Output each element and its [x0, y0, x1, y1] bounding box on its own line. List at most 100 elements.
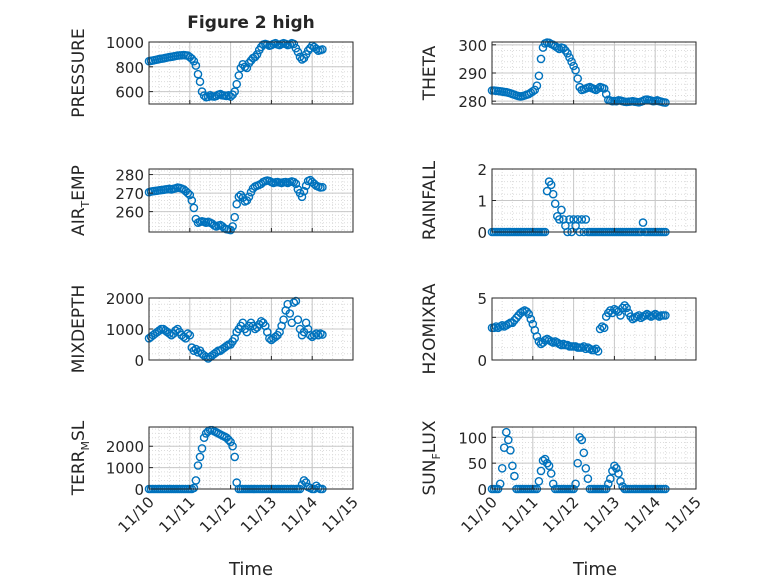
data-point — [234, 71, 244, 80]
data-point — [571, 479, 580, 489]
y-label-subscript: M — [79, 441, 92, 451]
data-point — [548, 189, 558, 199]
data-point — [279, 315, 288, 325]
y-axis-label: PRESSURE — [69, 28, 89, 117]
data-point — [610, 461, 619, 471]
data-point — [293, 47, 303, 57]
data-point — [591, 344, 601, 354]
axes-box — [491, 426, 697, 490]
y-tick-label: 1000 — [106, 321, 144, 339]
x-tick-label: 11/14 — [278, 493, 321, 536]
data-point — [616, 476, 625, 486]
data-point — [510, 471, 519, 481]
y-tick-label: 0 — [134, 352, 144, 370]
data-point — [193, 461, 203, 470]
data-point — [228, 222, 237, 231]
y-tick-label: 0 — [134, 481, 144, 499]
y-tick-label: 2000 — [106, 438, 144, 456]
data-point — [563, 340, 572, 350]
series-markers — [487, 301, 670, 356]
subplot-theta: 280 290 300 THETA — [420, 37, 697, 111]
data-point — [224, 435, 233, 445]
data-point — [189, 346, 199, 356]
data-point — [171, 326, 180, 335]
y-label-part: LUX — [420, 420, 440, 453]
data-point — [508, 461, 517, 471]
x-axis-label-right: Time — [572, 559, 617, 580]
data-point — [501, 427, 511, 437]
y-tick-label: 5 — [477, 290, 487, 308]
axes-box — [148, 41, 354, 105]
y-axis-label: TERRMSL — [69, 420, 92, 496]
data-point — [555, 44, 564, 54]
x-tick-label: 11/10 — [458, 493, 501, 536]
data-point — [569, 61, 578, 71]
series-markers — [144, 296, 327, 363]
data-point — [536, 54, 546, 64]
data-point — [252, 50, 262, 59]
y-label-subscript: F — [430, 453, 443, 459]
data-point — [222, 341, 231, 351]
data-point — [634, 311, 644, 320]
data-point — [618, 303, 627, 313]
data-point — [318, 330, 327, 339]
data-point — [224, 91, 233, 100]
y-tick-label: 0 — [477, 224, 487, 242]
data-point — [301, 478, 311, 487]
data-point — [289, 177, 299, 187]
data-point — [606, 474, 615, 484]
data-point — [571, 65, 580, 75]
data-point — [573, 215, 583, 224]
y-tick-label: 100 — [458, 429, 487, 447]
data-point — [528, 87, 538, 96]
data-point — [601, 89, 611, 99]
data-point — [638, 218, 648, 227]
data-point — [232, 199, 241, 209]
data-point — [640, 311, 650, 320]
data-point — [183, 188, 193, 198]
data-point — [548, 479, 558, 489]
axes-box — [148, 168, 354, 233]
data-point — [573, 74, 583, 83]
data-point — [612, 463, 621, 473]
y-label-subscript: T — [79, 200, 92, 208]
data-point — [583, 474, 593, 484]
series-markers — [144, 38, 327, 102]
data-point — [648, 311, 658, 320]
series-markers — [144, 175, 327, 235]
y-tick-label: 0 — [477, 481, 487, 499]
data-point — [597, 322, 607, 331]
data-point — [567, 57, 576, 67]
data-point — [506, 445, 515, 455]
data-point — [604, 308, 613, 318]
subplot-rainfall: 0 1 2 RAINFALL — [420, 160, 697, 242]
data-point — [293, 315, 303, 325]
data-point — [614, 469, 623, 478]
data-point — [311, 44, 321, 54]
y-label-part: TERR — [69, 450, 89, 496]
x-tick-label: 11/15 — [662, 493, 705, 536]
data-point — [154, 326, 164, 335]
y-axis-label: H2OMIXRA — [420, 283, 440, 374]
y-tick-label: 2000 — [106, 290, 144, 308]
data-point — [189, 56, 199, 66]
data-point — [226, 437, 235, 447]
data-point — [581, 463, 591, 473]
y-tick-label: 0 — [477, 352, 487, 370]
data-point — [599, 323, 609, 333]
data-point — [581, 215, 591, 224]
data-point — [555, 215, 564, 224]
data-point — [573, 458, 583, 468]
data-point — [301, 181, 311, 190]
data-point — [285, 309, 295, 318]
data-point — [622, 303, 631, 313]
y-tick-label: 280 — [115, 167, 144, 185]
x-tick-label: 11/11 — [498, 493, 541, 536]
data-point — [579, 448, 589, 458]
y-label-part: SUN — [420, 460, 440, 496]
data-point — [230, 452, 239, 462]
y-tick-label: 260 — [115, 204, 144, 222]
data-point — [532, 332, 542, 341]
